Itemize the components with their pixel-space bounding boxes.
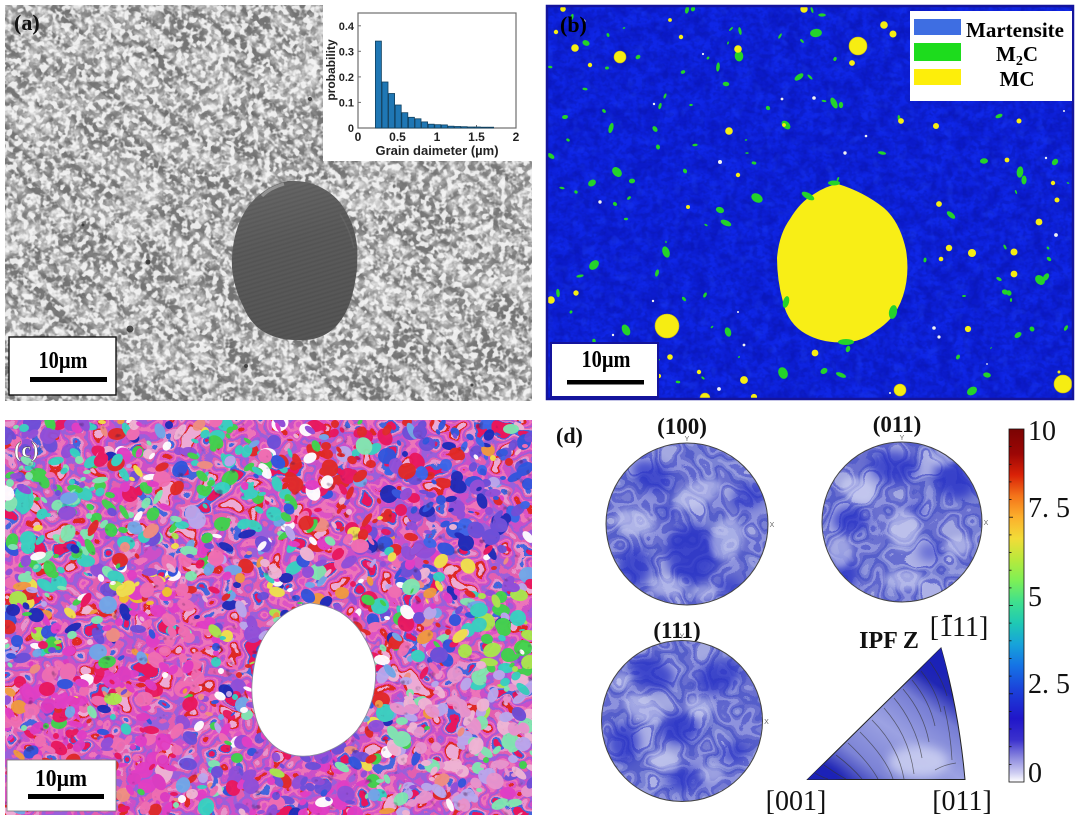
- svg-text:Y: Y: [900, 435, 905, 442]
- svg-text:2. 5: 2. 5: [1028, 669, 1070, 700]
- svg-text:[001]: [001]: [766, 786, 827, 817]
- svg-text:0.4: 0.4: [339, 21, 355, 33]
- svg-text:1.5: 1.5: [468, 130, 485, 144]
- svg-text:0: 0: [348, 123, 354, 135]
- svg-text:(a): (a): [14, 10, 40, 35]
- svg-text:[011]: [011]: [932, 786, 992, 817]
- svg-text:[111]: [111]: [930, 612, 989, 643]
- svg-text:(b): (b): [560, 12, 587, 37]
- svg-text:Y: Y: [680, 634, 685, 641]
- svg-text:(100): (100): [657, 414, 707, 439]
- svg-text:(111): (111): [653, 618, 700, 643]
- svg-text:2: 2: [513, 130, 520, 144]
- svg-text:0.5: 0.5: [389, 130, 406, 144]
- svg-text:10µm: 10µm: [35, 766, 87, 792]
- svg-text:X: X: [984, 520, 989, 527]
- svg-text:0.3: 0.3: [339, 46, 354, 58]
- svg-text:(011): (011): [873, 412, 922, 437]
- svg-text:1: 1: [434, 130, 441, 144]
- svg-text:0: 0: [355, 130, 362, 144]
- svg-text:(d): (d): [556, 423, 583, 448]
- svg-text:(c): (c): [14, 437, 38, 462]
- svg-text:5: 5: [1028, 582, 1042, 613]
- svg-text:0: 0: [1028, 758, 1042, 789]
- svg-text:10µm: 10µm: [582, 347, 631, 373]
- svg-text:10: 10: [1028, 416, 1056, 447]
- svg-text:X: X: [764, 719, 769, 726]
- svg-text:Y: Y: [685, 436, 690, 443]
- svg-text:X: X: [770, 522, 775, 529]
- svg-text:Martensite: Martensite: [966, 18, 1064, 42]
- svg-text:0.2: 0.2: [339, 72, 354, 84]
- svg-text:7. 5: 7. 5: [1028, 493, 1070, 524]
- svg-text:probability: probability: [324, 39, 338, 101]
- svg-text:MC: MC: [1000, 67, 1035, 91]
- svg-text:IPF Z: IPF Z: [859, 628, 919, 654]
- svg-text:0.1: 0.1: [339, 97, 354, 109]
- svg-text:Grain daimeter (µm): Grain daimeter (µm): [375, 143, 498, 158]
- svg-text:10µm: 10µm: [39, 348, 88, 374]
